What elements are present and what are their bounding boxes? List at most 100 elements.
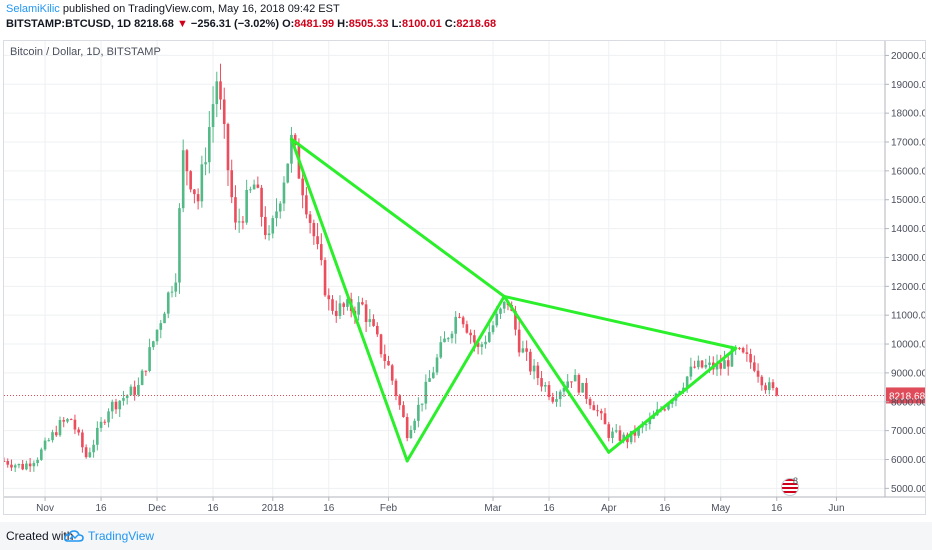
events-count: 8: [793, 476, 799, 486]
candle-down: [372, 319, 375, 326]
candle-up: [697, 360, 700, 368]
pattern-line: [502, 294, 611, 454]
us-flag-icon[interactable]: [781, 478, 799, 496]
candle-up: [543, 385, 547, 387]
low-value: 8100.01: [401, 18, 442, 30]
candle-up: [200, 164, 204, 202]
candle-up: [204, 162, 207, 165]
candle-up: [40, 449, 43, 460]
candle-up: [152, 341, 155, 348]
x-tick-label: Nov: [36, 503, 54, 514]
candle-down: [327, 295, 331, 300]
pattern-line: [502, 294, 738, 350]
candle-down: [405, 417, 409, 439]
candle-up: [163, 313, 166, 324]
y-tick-label: 17000.00: [891, 138, 926, 149]
candle-down: [398, 395, 402, 406]
candle-up: [17, 463, 21, 466]
candle-down: [536, 365, 540, 379]
candle-up: [159, 323, 163, 330]
candle-up: [252, 184, 256, 190]
candle-down: [219, 81, 222, 100]
candle-down: [756, 370, 760, 377]
candle-up: [36, 459, 39, 464]
candle-down: [764, 385, 767, 391]
candle-down: [241, 221, 245, 223]
candle-down: [387, 360, 390, 366]
candle-down: [114, 401, 118, 410]
candle-up: [125, 395, 129, 399]
candle-up: [99, 421, 103, 428]
candle-up: [51, 432, 54, 441]
candle-up: [170, 291, 174, 293]
candle-down: [316, 236, 319, 245]
candle-down: [305, 195, 308, 215]
candle-up: [122, 398, 125, 401]
candle-up: [237, 221, 241, 223]
pattern-line: [289, 137, 409, 463]
candle-up: [148, 347, 151, 371]
candle-down: [719, 363, 723, 369]
x-tick-label: 16: [207, 503, 219, 514]
candle-down: [193, 189, 196, 195]
candle-down: [570, 381, 573, 383]
ticker-info: BITSTAMP:BTCUSD, 1D 8218.68 ▼ −256.31 (−…: [6, 18, 496, 30]
candle-up: [487, 332, 491, 342]
candle-up: [110, 401, 114, 412]
candle-up: [637, 427, 640, 436]
y-tick-label: 9000.00: [891, 368, 926, 379]
candle-down: [103, 421, 107, 423]
candle-down: [402, 405, 405, 418]
candle-down: [749, 353, 752, 363]
x-tick-label: Feb: [380, 503, 398, 514]
footer: Created with TradingView: [0, 522, 932, 550]
y-tick-label: 13000.00: [891, 253, 926, 264]
candle-down: [28, 463, 32, 467]
x-tick-label: 16: [543, 503, 555, 514]
candle-down: [133, 386, 136, 395]
candle-down: [379, 334, 383, 355]
x-tick-label: Apr: [601, 503, 617, 514]
candle-down: [771, 382, 775, 388]
candle-up: [96, 427, 99, 445]
open-label: O:: [282, 18, 295, 30]
candle-up: [129, 386, 133, 396]
tradingview-brand[interactable]: TradingView: [88, 529, 155, 543]
candle-down: [6, 461, 10, 465]
candle-down: [73, 419, 77, 430]
candle-up: [286, 163, 290, 183]
candle-down: [458, 316, 461, 318]
x-tick-label: Jun: [828, 503, 844, 514]
candle-up: [484, 341, 487, 345]
candle-up: [685, 376, 689, 388]
candle-down: [618, 430, 622, 441]
candle-down: [196, 194, 200, 202]
candle-down: [69, 419, 73, 421]
tradingview-cloud-icon[interactable]: [64, 529, 84, 543]
y-tick-label: 14000.00: [891, 224, 926, 235]
candle-down: [144, 370, 148, 372]
candle-down: [745, 352, 749, 354]
author-link[interactable]: SelamiKilic: [6, 3, 60, 15]
x-tick-label: Dec: [148, 503, 166, 514]
y-tick-label: 5000.00: [891, 484, 926, 495]
candle-down: [62, 420, 66, 422]
candle-up: [767, 382, 771, 391]
candle-up: [420, 403, 424, 405]
candle-up: [670, 400, 674, 404]
candle-down: [77, 429, 80, 433]
price-change: −256.31 (−3.02%): [190, 18, 279, 30]
candle-up: [555, 399, 558, 402]
chart-pane[interactable]: 8218.68 5000.00 6000.00 7000.00 8000.00 9000…: [3, 40, 926, 515]
price-chart[interactable]: 8218.68 5000.00 6000.00 7000.00 8000.00 9000…: [4, 41, 926, 515]
candle-down: [585, 382, 588, 399]
candle-down: [473, 335, 476, 343]
candle-down: [4, 460, 6, 462]
candle-up: [249, 189, 252, 191]
candle-up: [730, 348, 734, 367]
candle-up: [495, 313, 499, 326]
candle-up: [450, 333, 454, 339]
candle-down: [361, 302, 364, 305]
candle-up: [275, 211, 278, 219]
candle-up: [435, 357, 439, 373]
